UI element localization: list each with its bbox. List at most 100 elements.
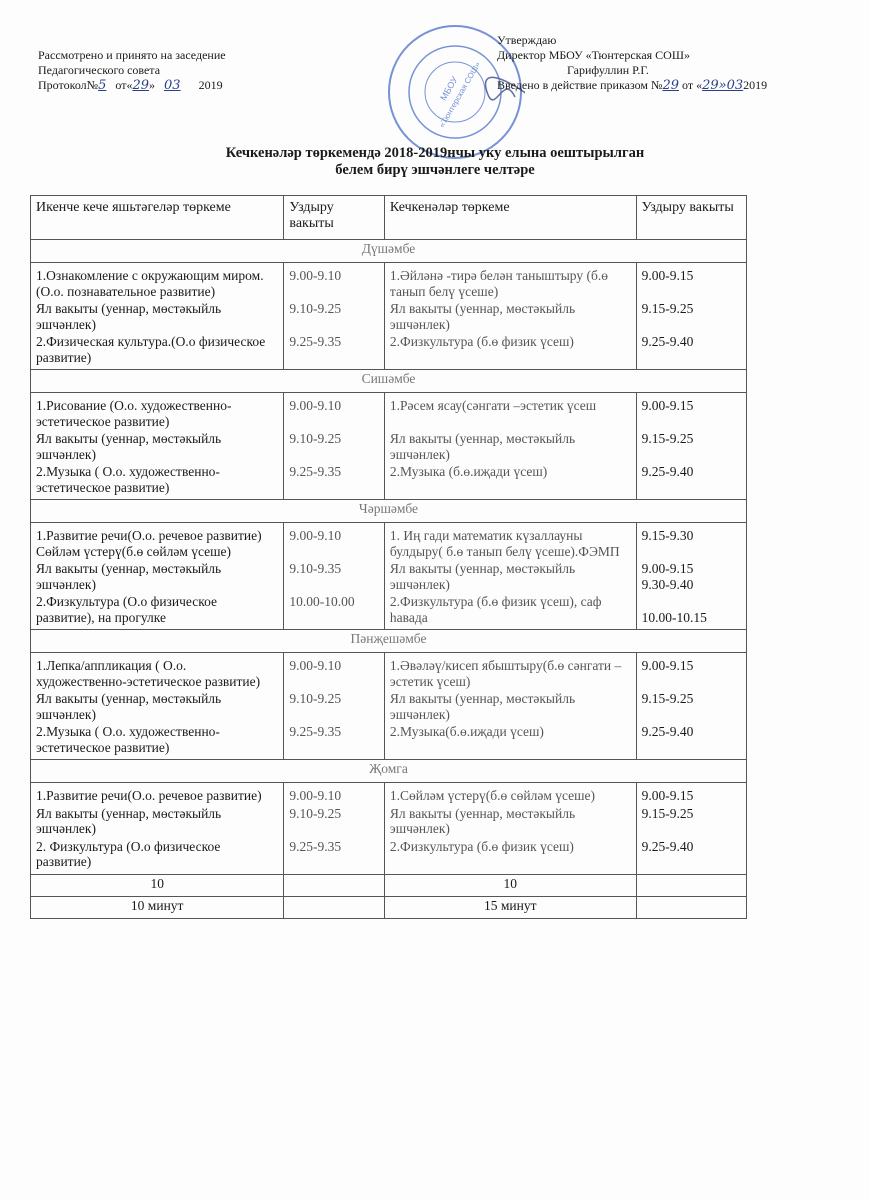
total-cell (283, 895, 385, 919)
activity-younger: 2.Физкультура (б.ө физик үсеш), саф һава… (383, 593, 637, 630)
approval-right-block: Утверждаю Директор МБОУ «Тюнтерская СОШ»… (497, 33, 768, 93)
schedule-row: Ял вакыты (уеннар, мөстәкыйль эшчәнлек) 9… (29, 560, 748, 593)
schedule-row: 2. Физкультура (О.о физическое развитие)… (29, 837, 748, 875)
day-name: Җомга (30, 759, 747, 783)
order-date: 29»03 (702, 78, 744, 93)
time-younger: 9.15-9.30 (635, 522, 748, 560)
schedule-table: Икенче кече яшьтәгеләр төркеме Уздыру ва… (29, 195, 748, 919)
activity-older: 2.Музыка ( О.о. художественно-эстетическ… (29, 463, 285, 500)
header-cell: Уздыру вакыты (635, 195, 748, 240)
time-younger: 9.00-9.15 (635, 392, 748, 430)
total-cell (635, 873, 748, 897)
day-name: Чәршәмбе (30, 499, 747, 523)
day-name: Дүшәмбе (30, 239, 747, 263)
time-older: 10.00-10.00 (283, 593, 385, 630)
time-younger: 9.15-9.25 (635, 804, 748, 838)
activity-older: Ял вакыты (уеннар, мөстәкыйль эшчәнлек) (29, 560, 285, 593)
time-older: 9.00-9.10 (283, 522, 385, 560)
time-younger: 9.25-9.40 (635, 463, 748, 500)
totals-row: 10 10 (29, 873, 748, 897)
left-line2: Педагогического совета (38, 63, 161, 77)
protocol-day: 29 (132, 78, 150, 93)
activity-younger: Ял вакыты (уеннар, мөстәкыйль эшчәнлек) (383, 804, 637, 838)
activity-older: Ял вакыты (уеннар, мөстәкыйль эшчәнлек) (29, 430, 285, 463)
time-younger: 9.00-9.15 (635, 262, 748, 300)
total-cell: 15 минут (383, 895, 637, 919)
activity-younger: 1.Әвәләү/кисеп ябыштыру(б.ө сәнгати –эст… (383, 652, 637, 690)
approval-left-block: Рассмотрено и принято на заседение Педаг… (38, 48, 226, 93)
time-older: 9.10-9.25 (283, 300, 385, 333)
protocol-line: Протокол№5 от«29» 03 2019 (38, 78, 223, 93)
signature (484, 76, 525, 101)
activity-younger: 2.Физкультура (б.ө физик үсеш) (383, 837, 637, 875)
activity-younger: 1. Иң гади математик күзаллауны булдыру(… (383, 522, 637, 560)
schedule-row: Ял вакыты (уеннар, мөстәкыйль эшчәнлек) 9… (29, 690, 748, 723)
time-younger: 9.25-9.40 (635, 837, 748, 875)
activity-younger: 1.Рәсем ясау(сәнгати –эстетик үсеш (383, 392, 637, 430)
time-older: 9.25-9.35 (283, 333, 385, 370)
document-title: Кечкенәләр төркемендә 2018-2019нчы уку е… (225, 145, 645, 178)
header-cell: Икенче кече яшьтәгеләр төркеме (29, 195, 285, 240)
schedule-row: 2.Физкультура (О.о физическое развитие),… (29, 593, 748, 630)
activity-younger: Ял вакыты (уеннар, мөстәкыйль эшчәнлек) (383, 560, 637, 593)
total-cell: 10 (383, 873, 637, 897)
day-row: Чәршәмбе (30, 499, 747, 523)
activity-older: Ял вакыты (уеннар, мөстәкыйль эшчәнлек) (29, 300, 285, 333)
time-younger: 9.25-9.40 (635, 723, 748, 760)
protocol-number: 5 (98, 78, 107, 93)
official-stamp: МБОУ «Тюнтерская СОШ» (388, 25, 525, 159)
time-younger: 9.00-9.15 (635, 652, 748, 690)
activity-younger: 1.Әйләнә -тирә белән таныштыру (б.ө таны… (383, 262, 637, 300)
activity-younger: 2.Музыка (б.ө.иҗади үсеш) (383, 463, 637, 500)
activity-younger: 1.Сөйләм үстерү(б.ө сөйләм үсеше) (383, 782, 637, 805)
schedule-row: 2.Музыка ( О.о. художественно-эстетическ… (29, 463, 748, 500)
order-number: 29 (662, 78, 679, 93)
time-older: 9.10-9.35 (283, 560, 385, 593)
time-younger: 9.25-9.40 (635, 333, 748, 370)
schedule-row: 1.Развитие речи(О.о. речевое развитие) 9.… (29, 782, 748, 805)
activity-younger: Ял вакыты (уеннар, мөстәкыйль эшчәнлек) (383, 690, 637, 723)
time-older: 9.10-9.25 (283, 804, 385, 838)
day-row: Дүшәмбе (30, 239, 747, 263)
schedule-row: Ял вакыты (уеннар, мөстәкыйль эшчәнлек) 9… (29, 300, 748, 333)
schedule-row: 2.Физическая культура.(О.о физическое ра… (29, 333, 748, 370)
time-younger: 9.15-9.25 (635, 690, 748, 723)
time-older: 9.10-9.25 (283, 690, 385, 723)
time-older: 9.10-9.25 (283, 430, 385, 463)
time-younger: 10.00-10.15 (635, 593, 748, 630)
schedule-row: 1.Лепка/аппликация ( О.о. художественно-… (29, 652, 748, 690)
protocol-month: 03 (164, 78, 181, 93)
schedule-row: 1.Ознакомление с окружающим миром. (О.о.… (29, 262, 748, 300)
activity-younger: Ял вакыты (уеннар, мөстәкыйль эшчәнлек) (383, 430, 637, 463)
activity-younger: 2.Физкультура (б.ө физик үсеш) (383, 333, 637, 370)
activity-older: 2. Физкультура (О.о физическое развитие) (29, 837, 285, 875)
activity-older: 1.Развитие речи(О.о. речевое развитие) (29, 782, 285, 805)
day-row: Җомга (30, 759, 747, 783)
total-cell (283, 873, 385, 897)
time-younger: 9.00-9.15 (635, 782, 748, 805)
activity-older: 1.Рисование (О.о. художественно-эстетиче… (29, 392, 285, 430)
day-row: Пәнҗешәмбе (30, 629, 747, 653)
left-line1: Рассмотрено и принято на заседение (38, 48, 226, 62)
activity-older: 2.Физическая культура.(О.о физическое ра… (29, 333, 285, 370)
time-older: 9.00-9.10 (283, 262, 385, 300)
activity-older: Ял вакыты (уеннар, мөстәкыйль эшчәнлек) (29, 804, 285, 838)
activity-older: 1.Развитие речи(О.о. речевое развитие) С… (29, 522, 285, 560)
activity-older: 2.Музыка ( О.о. художественно-эстетическ… (29, 723, 285, 760)
time-younger: 9.15-9.25 (635, 430, 748, 463)
total-cell: 10 минут (29, 895, 285, 919)
total-cell: 10 (29, 873, 285, 897)
order-line: Введено в действие приказом №29 от «29»0… (497, 78, 768, 93)
schedule-row: Ял вакыты (уеннар, мөстәкыйль эшчәнлек) 9… (29, 804, 748, 838)
activity-younger: 2.Музыка(б.ө.иҗади үсеш) (383, 723, 637, 760)
schedule-row: Ял вакыты (уеннар, мөстәкыйль эшчәнлек) 9… (29, 430, 748, 463)
time-older: 9.00-9.10 (283, 652, 385, 690)
totals-row: 10 минут 15 минут (29, 895, 748, 919)
activity-older: 1.Ознакомление с окружающим миром. (О.о.… (29, 262, 285, 300)
activity-younger: Ял вакыты (уеннар, мөстәкыйль эшчәнлек) (383, 300, 637, 333)
day-name: Сишәмбе (30, 369, 747, 393)
day-name: Пәнҗешәмбе (30, 629, 747, 653)
time-older: 9.25-9.35 (283, 723, 385, 760)
time-older: 9.00-9.10 (283, 392, 385, 430)
schedule-row: 1.Рисование (О.о. художественно-эстетиче… (29, 392, 748, 430)
